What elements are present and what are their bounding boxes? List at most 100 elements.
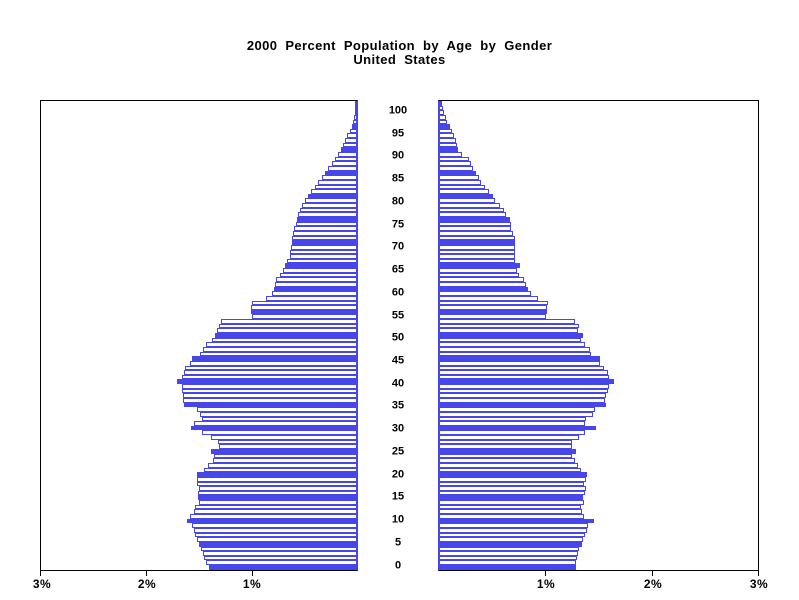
right-bar-age-44 [439,360,601,366]
left-bar-age-40 [176,379,357,385]
right-bar-age-71 [439,235,516,241]
right-bar-age-14 [439,500,585,505]
left-bar-age-49 [211,337,357,343]
right-bar-age-22 [439,462,578,468]
left-bar-age-67 [290,254,357,259]
right-bar-age-17 [439,486,587,491]
right-bar-age-3 [439,551,578,556]
left-bar-age-23 [212,458,357,463]
left-bar-age-34 [196,407,357,412]
right-bar-age-27 [439,439,572,445]
left-bar-age-98 [354,110,357,115]
right-bar-age-68 [439,249,516,255]
right-pyramid-panel [438,100,759,571]
left-bar-age-100 [355,101,357,106]
right-bar-age-18 [439,481,585,487]
left-bar-age-31 [193,421,357,426]
right-bar-age-59 [439,291,532,296]
left-bar-age-81 [311,189,357,194]
right-bar-age-26 [439,444,572,450]
left-bar-age-27 [218,439,357,445]
x-axis-tick [146,570,147,576]
right-bar-age-35 [439,402,607,408]
right-bar-age-11 [439,514,585,519]
right-bar-age-86 [439,165,473,171]
right-bar-age-82 [439,184,485,190]
right-bar-age-61 [439,281,526,287]
left-bar-age-55 [251,309,357,315]
left-bar-age-63 [279,272,357,278]
right-bar-age-74 [439,221,512,227]
age-tick-label-90: 90 [391,149,405,162]
right-bar-age-92 [439,138,456,143]
left-bar-age-96 [352,119,357,125]
left-bar-age-33 [200,411,357,417]
left-bar-age-8 [193,527,357,533]
left-bar-age-38 [182,388,357,394]
right-bar-age-4 [439,546,579,552]
left-bar-age-32 [202,416,357,422]
left-bar-age-6 [196,537,357,542]
x-axis-tick [545,570,546,576]
left-bar-age-59 [272,291,357,296]
x-tick-label-left-2: 2% [137,577,157,591]
left-bar-age-7 [194,532,357,538]
right-bar-age-72 [439,230,514,236]
left-bar-age-56 [251,305,357,310]
left-bar-age-18 [196,481,357,487]
right-bar-age-56 [439,305,548,310]
left-bar-age-73 [294,226,357,231]
right-bar-age-13 [439,504,582,510]
right-bar-age-80 [439,193,494,199]
right-bar-age-49 [439,337,582,343]
left-bar-age-87 [331,161,357,166]
left-bar-age-19 [196,476,357,482]
right-bar-age-7 [439,532,586,538]
age-tick-label-60: 60 [391,286,405,299]
left-bar-age-30 [190,425,357,431]
right-bar-age-97 [439,114,446,120]
left-bar-age-95 [351,124,357,129]
right-bar-age-38 [439,388,608,394]
left-bar-age-47 [203,346,357,352]
right-bar-age-91 [439,142,458,148]
left-bar-age-88 [334,156,357,162]
left-bar-age-25 [210,449,357,454]
right-bar-age-32 [439,416,587,422]
right-bar-age-30 [439,425,596,431]
right-bar-age-57 [439,300,549,306]
left-bar-age-58 [265,295,357,301]
left-bar-age-39 [182,384,357,389]
right-bar-age-85 [439,170,477,176]
right-bar-age-43 [439,365,605,371]
right-bar-age-88 [439,156,469,162]
right-bar-age-36 [439,398,606,403]
left-bar-age-54 [252,314,357,320]
left-bar-age-70 [292,240,357,245]
left-bar-age-13 [194,504,357,510]
x-tick-label-right-2: 2% [643,577,663,591]
right-bar-age-9 [439,523,589,528]
left-bar-age-83 [317,179,357,185]
right-bar-age-73 [439,226,512,231]
left-bar-age-43 [185,365,357,371]
left-bar-age-2 [204,555,357,561]
right-bar-age-60 [439,286,529,292]
right-bar-age-79 [439,198,496,204]
age-tick-label-80: 80 [391,195,405,208]
left-bar-age-65 [284,263,357,269]
right-bar-age-83 [439,179,482,185]
left-bar-age-71 [292,235,357,241]
age-tick-label-20: 20 [391,468,405,481]
left-bar-age-37 [183,393,357,398]
left-bar-age-5 [199,541,357,547]
age-tick-label-70: 70 [391,240,405,253]
right-bar-age-21 [439,467,582,473]
left-bar-age-84 [322,175,357,180]
x-axis-tick [40,570,41,576]
left-bar-age-15 [198,495,357,501]
left-bar-age-74 [295,221,357,227]
right-bar-age-95 [439,124,450,129]
right-bar-age-77 [439,207,504,213]
left-bar-age-68 [290,249,357,255]
